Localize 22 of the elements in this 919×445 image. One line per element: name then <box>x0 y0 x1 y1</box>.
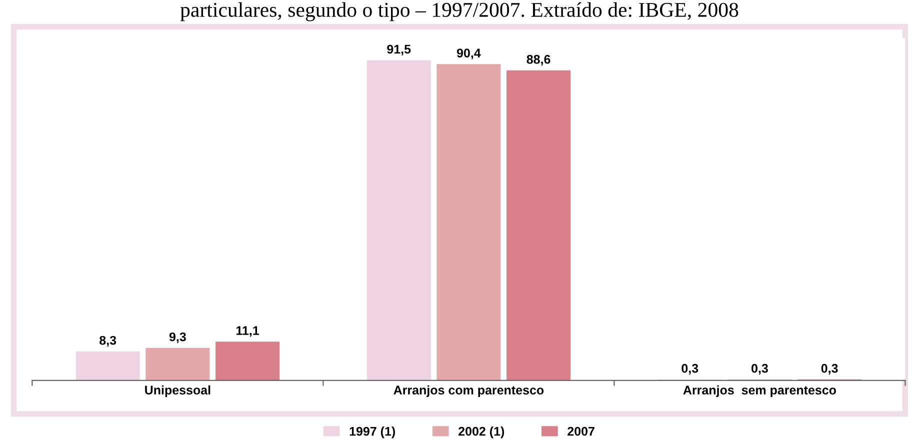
data-label: 11,1 <box>236 326 259 337</box>
bar <box>146 348 210 380</box>
data-label: 9,3 <box>169 332 186 344</box>
bar <box>366 60 431 380</box>
bar <box>76 351 140 380</box>
legend-label: 2007 <box>568 426 594 436</box>
data-label: 0,3 <box>682 364 698 375</box>
bar <box>436 64 501 380</box>
bar <box>216 342 280 380</box>
data-label: 91,5 <box>387 44 411 56</box>
legend-label: 2002 (1) <box>458 426 504 438</box>
data-label: 0,3 <box>752 364 768 375</box>
data-label: 0,3 <box>821 364 838 375</box>
data-label: 8,3 <box>100 336 116 347</box>
x-tick-label: Arranjos sem parentesco <box>683 385 836 397</box>
legend-label: 1997 (1) <box>350 426 395 438</box>
bar <box>506 70 571 380</box>
data-label: 88,6 <box>526 54 550 66</box>
data-label: 90,4 <box>456 48 481 60</box>
x-tick-label: Unipessoal <box>145 385 210 397</box>
x-tick-label: Arranjos com parentesco <box>394 385 544 397</box>
chart-title: particulares, segundo o tipo – 1997/2007. Extraído de: IBGE, 2008 <box>180 2 738 22</box>
